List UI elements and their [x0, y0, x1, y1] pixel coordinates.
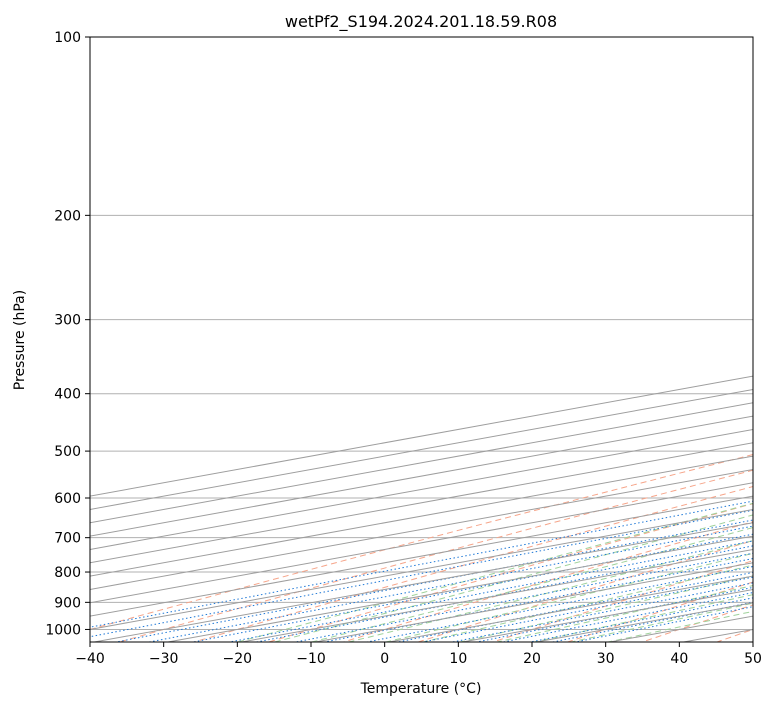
x-axis-title: Temperature (°C) — [360, 681, 482, 697]
y-tick-label: 800 — [54, 565, 81, 581]
x-tick-label: 0 — [380, 651, 389, 667]
isotherm — [165, 535, 753, 642]
mixing-ratio-line — [293, 552, 753, 642]
pressure-grid — [90, 37, 753, 630]
isotherm — [90, 455, 753, 577]
y-tick-label: 300 — [54, 313, 81, 329]
mixing-ratio-line — [550, 601, 753, 642]
y-tick-label: 200 — [54, 208, 81, 224]
y-tick-label: 100 — [54, 30, 81, 46]
isotherm — [90, 482, 753, 604]
y-axis-title: Pressure (hPa) — [12, 290, 28, 390]
isotherm — [91, 522, 753, 642]
x-axis: −40 −30 −20 −10 0 10 20 30 40 50 — [75, 642, 762, 667]
x-tick-label: 30 — [597, 651, 615, 667]
y-tick-label: 400 — [54, 387, 81, 403]
x-tick-label: −30 — [149, 651, 179, 667]
isotherm — [90, 508, 753, 630]
y-tick-label: 900 — [54, 595, 81, 611]
dry-adiabat — [117, 469, 753, 642]
mixing-ratio-line — [146, 525, 753, 642]
isotherm — [90, 442, 753, 564]
moist-adiabat — [309, 527, 753, 642]
isotherm — [90, 468, 753, 590]
y-axis: 100 200 300 400 500 600 700 800 900 1000 — [45, 30, 90, 638]
x-tick-label: 10 — [449, 651, 467, 667]
mixing-ratio-line — [500, 592, 753, 642]
plot-area: -100-90-80-70-60-50-40-30-20-10010203040… — [90, 37, 753, 642]
dry-adiabat — [341, 521, 753, 642]
mixing-ratio-line — [227, 540, 753, 642]
moist-adiabat — [457, 575, 753, 642]
x-tick-label: −40 — [75, 651, 105, 667]
dry-adiabat — [416, 540, 753, 642]
x-tick-label: −20 — [223, 651, 253, 667]
dry-adiabat — [192, 486, 753, 642]
dry-adiabats — [90, 453, 753, 642]
moist-adiabat — [383, 552, 753, 642]
y-tick-label: 700 — [54, 531, 81, 547]
x-tick-label: −10 — [296, 651, 326, 667]
y-tick-label: 500 — [54, 444, 81, 460]
chart-title: wetPf2_S194.2024.201.18.59.R08 — [285, 12, 557, 32]
dry-adiabat — [90, 453, 753, 630]
isotherm — [90, 495, 753, 617]
x-tick-label: 20 — [523, 651, 541, 667]
x-tick-label: 50 — [744, 651, 762, 667]
mixing-ratio-line — [253, 545, 753, 642]
y-tick-label: 1000 — [45, 622, 81, 638]
mixing-ratio-line — [90, 500, 753, 628]
moist-adiabat — [494, 585, 753, 642]
isotherm — [90, 428, 753, 550]
isotherms — [90, 375, 753, 642]
plot-frame — [89, 36, 754, 643]
y-tick-label: 600 — [54, 491, 81, 507]
x-tick-label: 40 — [670, 651, 688, 667]
